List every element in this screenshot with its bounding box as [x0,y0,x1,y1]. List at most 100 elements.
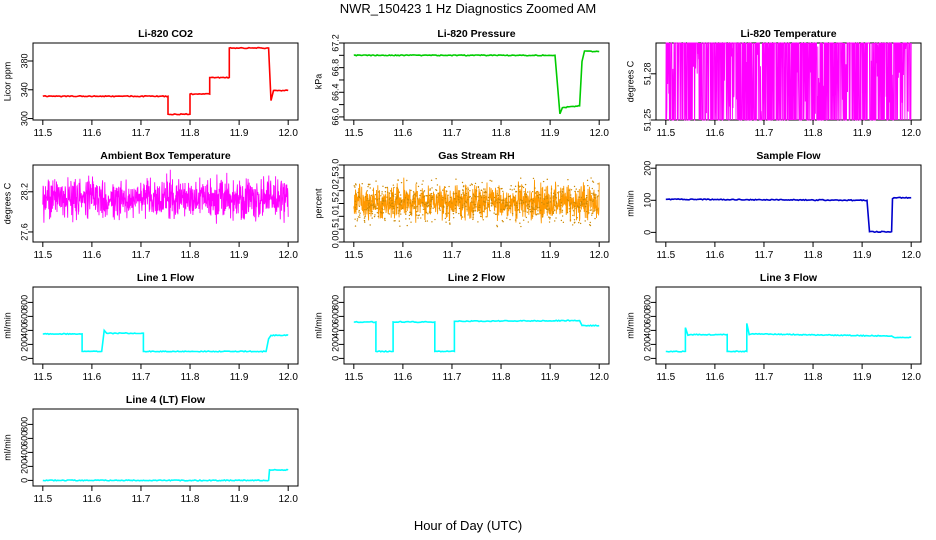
data-point [550,188,553,190]
data-point [405,218,407,220]
data-point [424,220,427,222]
data-point [538,197,540,199]
y-axis-label: degrees C [2,182,12,224]
data-point [459,201,461,203]
data-point [502,221,504,223]
data-point [494,205,496,208]
data-point [462,207,464,209]
data-point [586,210,588,213]
data-point [518,191,521,193]
data-point [473,195,476,197]
data-point [533,207,535,209]
x-tick-label: 11.7 [755,250,774,261]
data-point [506,217,508,219]
data-point [461,181,464,184]
y-tick-label: 800 [642,295,652,310]
data-point [431,221,433,223]
chart-title: Line 2 Flow [448,272,506,284]
data-point [521,200,524,202]
data-point [514,219,517,221]
chart-title: Line 4 (LT) Flow [126,394,206,406]
data-point [410,221,412,223]
data-point [509,204,512,207]
series-line [42,328,289,353]
data-point [541,216,544,218]
plot-frame [343,42,610,121]
data-point [389,197,391,200]
data-point [582,199,585,201]
data-point [422,191,425,193]
data-point [597,195,599,197]
data-point [595,194,597,196]
data-point [520,177,522,179]
data-point [409,202,411,204]
data-point [382,185,384,187]
y-tick-label: 66.8 [330,59,340,77]
data-point [406,224,408,227]
data-point [425,195,427,197]
data-point [416,211,418,213]
data-point [518,202,521,205]
data-point [458,212,460,215]
data-point [540,209,542,212]
data-point [356,218,359,220]
y-tick-label: 800 [19,295,29,310]
chart-panel: Line 4 (LT) Flow 11.5 11.6 11.7 11.8 11.9 12.0… [2,394,299,505]
data-point [574,221,576,224]
data-point [513,196,515,198]
y-tick-label: 66.0 [330,108,340,126]
data-point [583,189,585,192]
data-point [527,221,529,223]
data-point [358,209,360,212]
data-point [591,214,593,216]
data-point [547,201,550,203]
data-point [570,202,572,204]
data-point [403,199,406,201]
data-point [525,201,527,203]
data-point [473,204,475,206]
chart-panel: Li-820 CO2 11.5 11.6 11.7 11.8 11.9 12.0 300 340… [2,28,299,139]
data-point [391,199,393,202]
data-point [463,194,466,196]
data-point [520,225,522,228]
data-point [354,225,357,227]
data-point [449,223,451,225]
y-tick-label: 400 [330,323,340,338]
data-point [579,222,582,225]
x-tick-label: 12.0 [278,128,298,139]
data-point [597,190,600,192]
data-point [417,217,419,219]
data-point [521,185,524,188]
x-tick-label: 11.6 [394,372,413,383]
data-point [376,199,379,201]
data-point [367,185,369,188]
data-point [393,186,395,189]
data-point [589,199,592,201]
data-point [371,212,374,215]
data-point [548,207,550,210]
data-point [391,202,394,204]
y-axis-label: ml/min [625,190,635,217]
chart-panel: Line 2 Flow 11.5 11.6 11.7 11.8 11.9 12.0 0 2004… [313,272,610,383]
data-point [592,181,595,183]
data-point [578,196,581,198]
data-point [490,202,492,204]
data-point [466,208,468,211]
data-point [561,193,563,195]
data-point [538,213,540,215]
data-point [554,209,556,211]
data-point [576,217,578,219]
data-point [493,212,495,214]
data-point [545,208,548,210]
y-tick-label: 0 [19,478,29,483]
data-point [555,202,558,205]
data-point [590,177,592,179]
data-point [500,208,502,210]
data-point [588,212,590,214]
data-point [507,195,510,198]
data-point [444,186,446,189]
data-point [367,197,369,200]
data-point [559,198,561,201]
data-point [354,200,357,203]
data-point [446,206,449,208]
